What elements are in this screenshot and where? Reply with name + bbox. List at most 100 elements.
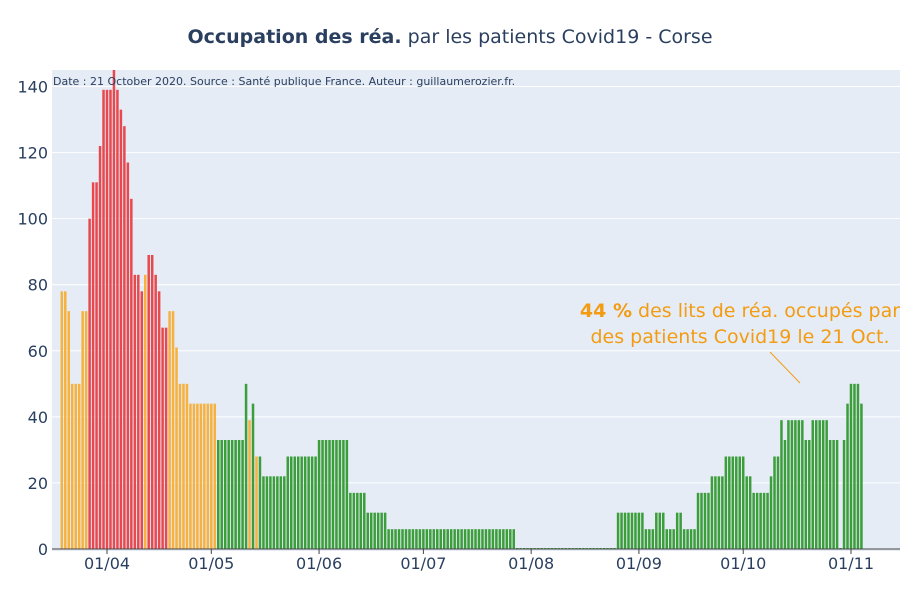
y-tick-140: 140 <box>17 78 48 97</box>
x-tick-3: 01/07 <box>400 554 446 573</box>
bar <box>797 420 801 549</box>
bar <box>714 476 717 549</box>
bar <box>453 529 456 549</box>
bar <box>404 529 408 549</box>
bar <box>724 456 728 549</box>
bar <box>679 512 682 549</box>
bar <box>634 512 637 549</box>
bar <box>286 456 290 549</box>
bar <box>130 198 133 550</box>
bar <box>491 529 495 549</box>
bar <box>436 529 439 549</box>
bar <box>620 512 623 549</box>
bar <box>269 476 272 549</box>
bar <box>644 529 648 549</box>
chart-title-rest: par les patients Covid19 - Corse <box>402 26 713 48</box>
bar <box>825 420 828 549</box>
bar <box>189 403 192 549</box>
bars-group <box>60 70 863 550</box>
bar <box>300 456 303 549</box>
bar <box>766 492 769 549</box>
bar <box>849 383 853 549</box>
x-tick-7: 01/11 <box>828 554 874 573</box>
bar <box>345 439 349 549</box>
bar <box>735 456 738 549</box>
bar <box>696 492 700 549</box>
bar <box>738 456 741 549</box>
bar <box>470 529 474 549</box>
bar <box>432 529 436 549</box>
bar <box>502 529 505 549</box>
bar <box>505 529 509 549</box>
bar <box>655 512 658 549</box>
bar <box>828 439 832 549</box>
bar <box>394 529 397 549</box>
bar <box>168 311 171 549</box>
bar <box>648 529 651 549</box>
bar <box>682 529 686 549</box>
bar <box>446 529 449 549</box>
bar <box>408 529 411 549</box>
bar <box>616 512 620 549</box>
bar <box>140 291 144 549</box>
bar <box>77 383 81 549</box>
bar <box>335 439 338 549</box>
bar <box>352 492 356 549</box>
bar <box>651 529 655 549</box>
bar <box>279 476 283 549</box>
bar <box>283 476 286 549</box>
bar <box>814 420 818 549</box>
bar <box>217 439 220 549</box>
bar <box>296 456 300 549</box>
bar <box>728 456 731 549</box>
bar <box>755 492 759 549</box>
bar <box>265 476 269 549</box>
bar <box>662 512 665 549</box>
bar <box>196 403 199 549</box>
bar <box>255 456 258 549</box>
bar <box>314 456 317 549</box>
annotation-line-1-rest: des lits de réa. occupés par <box>632 300 900 322</box>
bar <box>328 439 331 549</box>
bar <box>449 529 453 549</box>
bar <box>387 529 390 549</box>
bar <box>773 456 776 549</box>
y-tick-40: 40 <box>28 408 48 427</box>
bar <box>230 439 234 549</box>
bar <box>150 254 154 549</box>
bar <box>290 456 293 549</box>
bar <box>237 439 241 549</box>
bar <box>474 529 477 549</box>
bar <box>752 492 755 549</box>
bar <box>442 529 446 549</box>
annotation-arrow <box>769 351 801 384</box>
bar <box>276 476 279 549</box>
bar <box>321 439 324 549</box>
bar <box>693 529 696 549</box>
bar <box>102 89 105 550</box>
bar <box>498 529 502 549</box>
bar <box>710 476 714 549</box>
y-tick-0: 0 <box>38 540 48 559</box>
bar <box>307 456 310 549</box>
bar <box>481 529 484 549</box>
bar <box>509 529 512 549</box>
bar <box>707 492 710 549</box>
bar <box>70 383 74 549</box>
bar <box>637 512 641 549</box>
bar <box>495 529 498 549</box>
bar <box>164 327 168 549</box>
bar <box>745 476 748 549</box>
bar <box>133 274 137 549</box>
bar <box>67 311 71 549</box>
bar <box>488 529 491 549</box>
bar <box>672 529 675 549</box>
bar <box>303 456 307 549</box>
bar <box>248 420 251 549</box>
bar <box>109 89 112 550</box>
bar <box>411 529 415 549</box>
bar <box>137 274 140 549</box>
x-tick-5: 01/09 <box>616 554 662 573</box>
bar <box>220 439 223 549</box>
